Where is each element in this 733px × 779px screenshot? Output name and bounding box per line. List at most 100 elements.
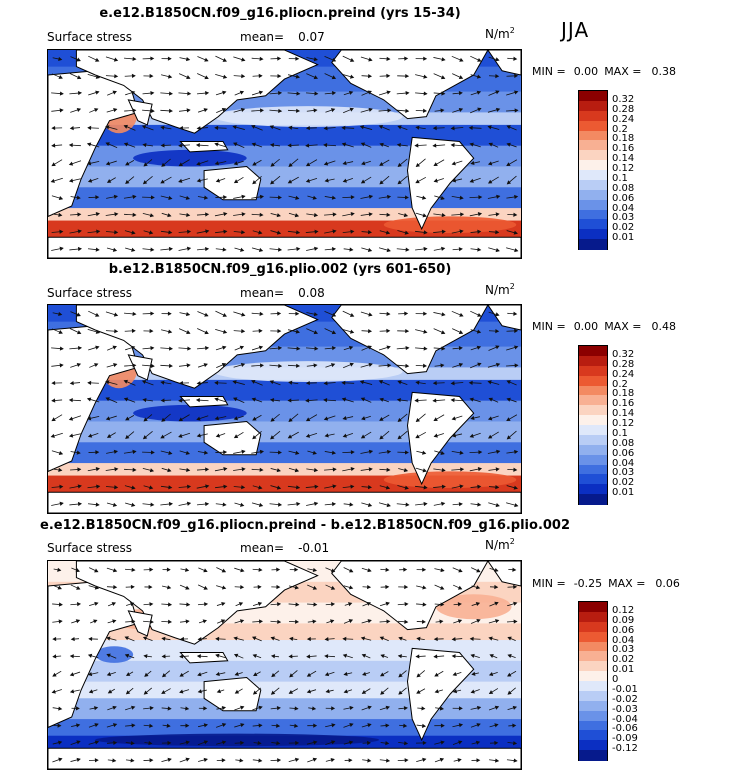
stress-arrow-head xyxy=(114,485,119,490)
stress-arrow-head xyxy=(150,450,155,455)
field-anomaly xyxy=(95,733,380,747)
stress-arrow-head xyxy=(477,57,482,62)
stress-arrow-head xyxy=(312,567,317,573)
stress-arrow-head xyxy=(349,58,355,62)
stress-arrow-head xyxy=(450,381,455,386)
stress-arrow-head xyxy=(494,740,499,746)
stress-arrow-head xyxy=(332,212,337,217)
stress-arrow-head xyxy=(178,143,183,148)
stress-arrow-head xyxy=(258,502,264,508)
stress-arrow-head xyxy=(296,91,301,96)
stress-arrow-head xyxy=(440,723,445,728)
stress-arrow-head xyxy=(258,705,263,710)
stress-arrow-head xyxy=(68,178,74,183)
stress-arrow-head xyxy=(478,450,483,455)
stress-arrow-head xyxy=(69,654,74,659)
stress-arrow-head xyxy=(331,312,337,317)
stress-arrow-head xyxy=(197,637,202,642)
stress-arrow-head xyxy=(459,484,464,489)
colorbar-swatch xyxy=(579,700,607,712)
stress-arrow-head xyxy=(367,619,372,624)
stress-arrow-head xyxy=(458,568,463,573)
stress-arrow-head xyxy=(471,671,476,676)
stress-arrow-head xyxy=(441,229,446,234)
stress-arrow-head xyxy=(421,723,427,728)
stress-arrow-head xyxy=(405,108,410,114)
stress-arrow-head xyxy=(295,311,300,316)
stress-arrow-head xyxy=(161,417,166,422)
land-mass xyxy=(203,676,262,712)
stress-arrow-head xyxy=(86,161,92,166)
stress-arrow-head xyxy=(196,433,201,438)
mean-readout: mean= 0.08 xyxy=(240,286,325,300)
stress-arrow-head xyxy=(361,161,366,166)
stress-arrow-head xyxy=(179,672,184,677)
stress-arrow-head xyxy=(58,602,63,607)
stress-arrow-head xyxy=(460,467,465,472)
stress-arrow-head xyxy=(59,91,64,96)
stress-arrow-head xyxy=(241,312,246,317)
stress-arrow-head xyxy=(312,757,318,762)
stress-arrow-head xyxy=(113,449,118,454)
stress-arrow-head xyxy=(422,468,427,473)
stress-arrow-head xyxy=(288,125,293,130)
min-value: 0.00 xyxy=(573,65,599,78)
stress-arrow-head xyxy=(168,195,173,200)
field-anomaly xyxy=(133,149,247,167)
stress-arrow-head xyxy=(278,345,283,351)
stress-arrow-head xyxy=(123,142,129,147)
stress-arrow-head xyxy=(288,417,293,423)
stress-arrow-head xyxy=(469,142,474,147)
stress-arrow-head xyxy=(476,619,481,623)
stress-arrow-head xyxy=(277,311,282,316)
stress-arrow-head xyxy=(506,162,511,166)
stress-arrow-head xyxy=(440,363,445,368)
stress-arrow-head xyxy=(295,619,300,624)
stress-arrow-head xyxy=(513,584,518,590)
stress-arrow-head xyxy=(495,503,500,508)
stress-arrow-head xyxy=(160,143,165,148)
stress-arrow-head xyxy=(76,107,82,112)
stress-arrow-head xyxy=(51,689,56,694)
stress-arrow-head xyxy=(223,229,228,234)
stress-arrow-head xyxy=(216,689,222,694)
min-value: 0.00 xyxy=(573,320,599,333)
stress-arrow-head xyxy=(196,178,201,183)
stress-arrow-head xyxy=(441,467,446,473)
stress-map xyxy=(47,304,522,514)
stress-arrow-head xyxy=(241,467,246,472)
stress-arrow-head xyxy=(495,230,500,235)
stress-arrow-head xyxy=(277,56,282,61)
colorbar-swatch xyxy=(579,229,607,240)
stress-arrow-head xyxy=(295,740,300,746)
stress-arrow-head xyxy=(95,195,100,200)
colorbar-tick-label: 0.03 xyxy=(612,212,635,224)
stress-arrow-head xyxy=(305,398,310,403)
colorbar-swatch xyxy=(579,454,607,465)
stress-arrow-head xyxy=(457,758,462,763)
stress-arrow-head xyxy=(398,673,403,678)
stress-arrow-head xyxy=(349,313,355,317)
colorbar-tick-label: 0.08 xyxy=(612,437,635,449)
stress-arrow-head xyxy=(349,723,354,727)
stress-arrow-head xyxy=(222,329,228,334)
stress-arrow-head xyxy=(186,246,192,251)
stress-arrow-head xyxy=(125,161,130,166)
stress-arrow-head xyxy=(257,584,262,590)
stress-arrow-head xyxy=(368,194,374,199)
stress-arrow-head xyxy=(396,397,401,403)
stress-arrow-head xyxy=(94,740,100,745)
stress-arrow-head xyxy=(331,450,336,455)
stress-arrow-head xyxy=(506,180,512,185)
stress-arrow-head xyxy=(179,125,184,131)
colorbar-swatch xyxy=(579,661,607,672)
stress-arrow-head xyxy=(422,757,427,762)
stress-arrow-head xyxy=(514,503,519,508)
stress-arrow-head xyxy=(294,213,300,218)
stress-arrow-head xyxy=(330,602,336,607)
stress-arrow-head xyxy=(203,757,208,762)
stress-arrow-head xyxy=(450,398,455,403)
stress-arrow-head xyxy=(180,636,185,642)
colorbar-tick-label: 0.32 xyxy=(612,348,635,360)
stress-arrow-head xyxy=(507,636,512,641)
